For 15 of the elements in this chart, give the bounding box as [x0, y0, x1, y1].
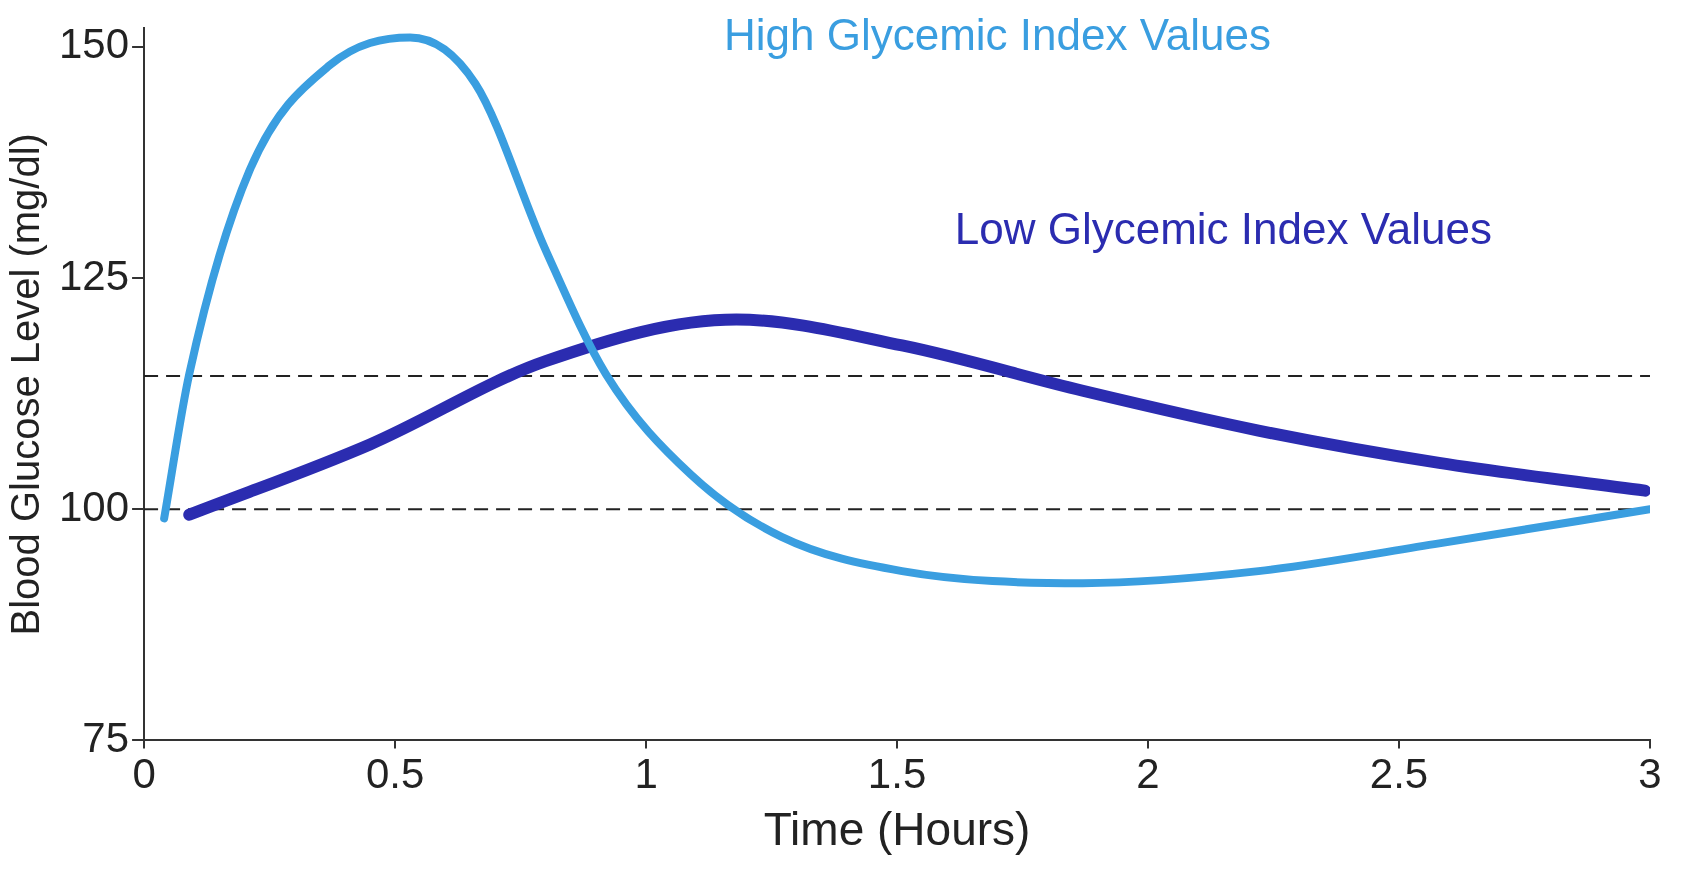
- y-axis-title: Blood Glucose Level (mg/dl): [3, 133, 48, 636]
- x-axis-title: Time (Hours): [763, 803, 1031, 856]
- x-tick-label: 0: [132, 750, 156, 798]
- x-tick-label: 1: [634, 750, 658, 798]
- y-tick-label: 125: [59, 251, 130, 299]
- x-tick-label: 2: [1136, 750, 1160, 798]
- x-tick-label: 0.5: [365, 750, 425, 798]
- text: Low Glycemic Index Values: [954, 203, 1492, 253]
- x-tick-label: 3: [1638, 750, 1662, 798]
- y-tick-label: 150: [59, 20, 130, 68]
- text: High Glycemic Index Values: [723, 9, 1271, 59]
- x-tick-label: 1.5: [867, 750, 927, 798]
- y-tick-label: 75: [82, 713, 130, 761]
- y-tick-label: 100: [59, 482, 130, 530]
- x-tick-label: 2.5: [1369, 750, 1429, 798]
